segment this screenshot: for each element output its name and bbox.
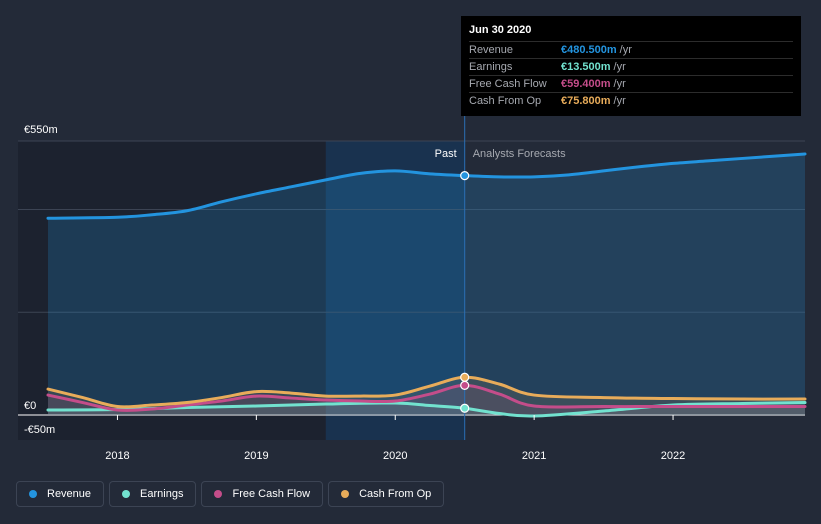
tooltip-row-fcf: Free Cash Flow €59.400m /yr [469, 75, 793, 92]
tooltip-value: €13.500m [561, 61, 611, 73]
forecast-label: Analysts Forecasts [473, 148, 566, 160]
fcf-line [46, 383, 807, 412]
legend-item-revenue[interactable]: Revenue [16, 481, 105, 507]
tooltip-unit: /yr [613, 78, 626, 90]
tooltip-unit: /yr [613, 95, 626, 107]
legend-label: Revenue [47, 488, 92, 500]
y-label-zero: €0 [24, 400, 36, 412]
data-tooltip: Jun 30 2020 Revenue €480.500m /yr Earnin… [461, 16, 801, 116]
earnings-area [48, 402, 805, 417]
tooltip-row-revenue: Revenue €480.500m /yr [469, 41, 793, 58]
legend-item-free-cash-flow[interactable]: Free Cash Flow [201, 481, 324, 507]
cfo-line [46, 375, 807, 409]
x-tick-label: 2018 [105, 450, 129, 462]
earnings-dot-icon [122, 490, 131, 498]
tooltip-label: Revenue [469, 44, 514, 56]
cash-from-op-dot-icon [341, 490, 350, 498]
y-label-top: €550m [24, 124, 58, 136]
earnings-highlight-point [460, 403, 470, 413]
tooltip-value: €59.400m [561, 78, 611, 90]
revenue-area [48, 153, 805, 415]
legend-item-earnings[interactable]: Earnings [109, 481, 197, 507]
tooltip-unit: /yr [613, 61, 626, 73]
x-tick-label: 2019 [244, 450, 268, 462]
legend-label: Cash From Op [359, 488, 432, 500]
x-tick-label: 2020 [383, 450, 407, 462]
gridlines [18, 140, 805, 416]
tooltip-row-earnings: Earnings €13.500m /yr [469, 58, 793, 75]
tooltip-value: €480.500m [561, 44, 617, 56]
tooltip-label: Earnings [469, 61, 513, 73]
cfo-highlight-point [460, 372, 470, 382]
x-axis-ticks: 2018 2019 2020 2021 2022 [105, 415, 685, 462]
y-label-bottom: -€50m [24, 424, 55, 436]
series-lines [46, 152, 807, 418]
tooltip-unit: /yr [619, 44, 632, 56]
revenue-highlight-point [460, 171, 470, 181]
legend-label: Free Cash Flow [232, 488, 311, 500]
free-cash-flow-dot-icon [214, 490, 223, 498]
past-label: Past [435, 148, 457, 160]
chart-legend: Revenue Earnings Free Cash Flow Cash Fro… [16, 481, 445, 507]
revenue-line [46, 152, 807, 220]
legend-label: Earnings [140, 488, 184, 500]
tooltip-date: Jun 30 2020 [469, 24, 532, 36]
tooltip-row-cfo: Cash From Op €75.800m /yr [469, 92, 793, 109]
legend-item-cash-from-op[interactable]: Cash From Op [328, 481, 445, 507]
fcf-highlight-point [460, 380, 470, 391]
tooltip-value: €75.800m [561, 95, 611, 107]
x-tick-label: 2022 [661, 450, 685, 462]
revenue-dot-icon [29, 490, 37, 498]
x-tick-label: 2021 [522, 450, 546, 462]
tooltip-label: Free Cash Flow [469, 78, 547, 90]
tooltip-label: Cash From Op [469, 95, 542, 107]
highlight-markers [460, 171, 470, 413]
